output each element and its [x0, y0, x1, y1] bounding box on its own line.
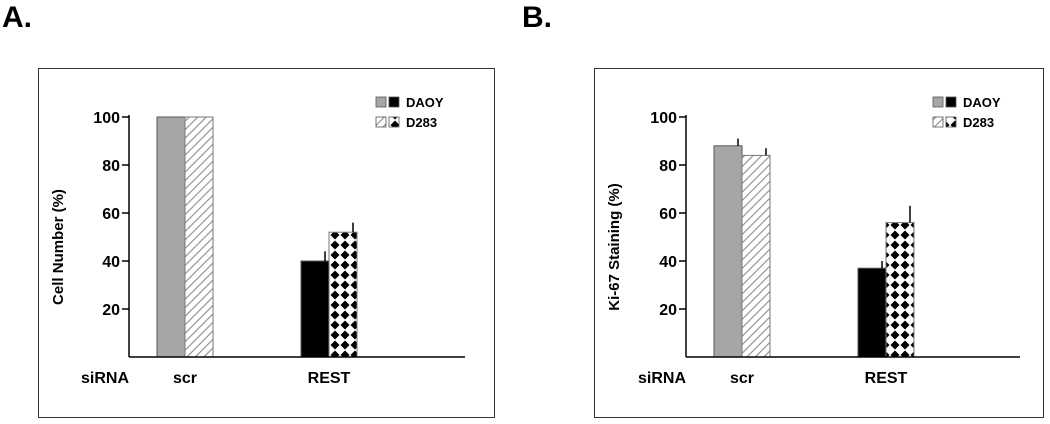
y-tick-label: 80: [102, 158, 120, 175]
bar-d283-rest: [328, 231, 358, 358]
legend-swatch: [945, 96, 957, 108]
legend-label: DAOY: [406, 95, 444, 110]
legend-swatch: [932, 96, 944, 108]
y-tick-label: 20: [659, 302, 677, 319]
y-tick-label: 80: [659, 158, 677, 175]
y-tick-label: 100: [650, 110, 677, 127]
bar-daoy-scr: [156, 116, 186, 358]
y-tick-label: 60: [102, 206, 120, 223]
panel-a-letter: A.: [2, 1, 32, 34]
bar-daoy-rest: [300, 260, 330, 358]
panel-a-chart: Cell Number (%) 20 40 60 80 100 siRNA scr REST DA…: [50, 95, 465, 387]
panel-b-frame: [594, 68, 1044, 418]
y-tick-label: 20: [102, 302, 120, 319]
legend-swatch: [375, 96, 387, 108]
y-axis-label: Cell Number (%): [50, 189, 67, 305]
legend-label: D283: [406, 115, 437, 130]
bar-d283-scr: [741, 154, 771, 358]
y-tick-label: 60: [659, 206, 677, 223]
x-category-label: scr: [173, 370, 197, 387]
bar-d283-rest: [885, 222, 915, 358]
legend-label: DAOY: [963, 95, 1001, 110]
legend-label: D283: [963, 115, 994, 130]
x-category-label: scr: [730, 370, 754, 387]
x-category-label: REST: [308, 370, 351, 387]
panel-b-chart: Ki-67 Staining (%) 20 40 60 80 100 siRNA scr RES…: [606, 95, 1020, 387]
x-row-label: siRNA: [638, 370, 686, 387]
y-tick-label: 100: [93, 110, 120, 127]
x-category-label: REST: [865, 370, 908, 387]
panel-a-frame: [38, 68, 495, 418]
bar-daoy-scr: [713, 145, 743, 358]
legend-swatch: [388, 96, 400, 108]
y-tick-label: 40: [102, 254, 120, 271]
y-axis-label: Ki-67 Staining (%): [606, 183, 623, 311]
panel-b-letter: B.: [522, 1, 552, 34]
legend-swatch: [388, 116, 400, 128]
x-row-label: siRNA: [81, 370, 129, 387]
bar-daoy-rest: [857, 267, 887, 358]
legend-swatch: [375, 116, 387, 128]
y-tick-label: 40: [659, 254, 677, 271]
legend-swatch: [932, 116, 944, 128]
bar-d283-scr: [184, 116, 214, 358]
legend-swatch: [945, 116, 957, 128]
